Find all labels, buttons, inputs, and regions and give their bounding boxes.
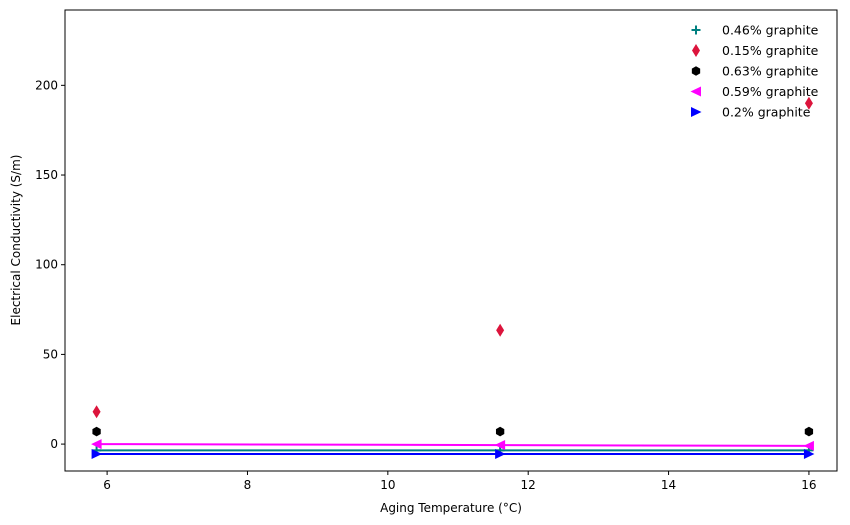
- x-tick-label-2: 10: [380, 478, 395, 492]
- plot-area: [64, 9, 838, 472]
- data-point-series-1-1: [496, 323, 505, 337]
- y-tick-label-2: 100: [35, 258, 58, 272]
- data-point-series-2-0: [92, 426, 101, 437]
- legend-marker-4: [691, 107, 702, 117]
- x-axis-label: Aging Temperature (°C): [380, 501, 522, 515]
- legend: 0.46% graphite 0.15% graphite 0.63% graphi…: [690, 23, 819, 120]
- data-point-series-3-2: [803, 440, 814, 451]
- data-point-series-1-0: [92, 405, 101, 419]
- legend-label-2: 0.63% graphite: [722, 64, 819, 79]
- x-tick-label-5: 16: [801, 478, 816, 492]
- x-tick-label-3: 12: [521, 478, 536, 492]
- legend-label-1: 0.15% graphite: [722, 43, 819, 58]
- fit-lines: [96, 443, 809, 455]
- y-tick-label-0: 0: [50, 437, 58, 451]
- data-point-series-2-2: [804, 426, 814, 437]
- y-axis-label: Electrical Conductivity (S/m): [9, 155, 23, 326]
- x-tick-label-4: 14: [661, 478, 676, 492]
- legend-marker-3: [690, 86, 701, 97]
- data-point-series-4-1: [495, 448, 506, 459]
- data-point-series-2-1: [495, 426, 505, 437]
- legend-marker-1: [692, 44, 700, 57]
- legend-label-0: 0.46% graphite: [722, 23, 819, 38]
- x-axis-ticks: 6 8 10 12 14 16: [103, 471, 817, 492]
- x-tick-label-0: 6: [103, 478, 111, 492]
- y-axis-ticks: 0 50 100 150 200: [35, 78, 65, 451]
- legend-label-4: 0.2% graphite: [722, 105, 811, 120]
- y-tick-label-1: 50: [43, 347, 58, 361]
- fit-line-series-3: [96, 443, 809, 447]
- data-point-series-3-0: [91, 439, 102, 450]
- y-tick-label-4: 200: [35, 78, 58, 92]
- data-point-series-4-2: [803, 448, 815, 459]
- data-point-series-1-2: [804, 96, 813, 110]
- x-tick-label-1: 8: [244, 478, 252, 492]
- data-point-series-4-0: [91, 448, 103, 459]
- data-point-series-3-1: [494, 439, 506, 450]
- data-points: [91, 96, 815, 459]
- legend-label-3: 0.59% graphite: [722, 84, 819, 99]
- legend-marker-0: [691, 25, 701, 35]
- legend-marker-2: [691, 66, 701, 76]
- y-tick-label-3: 150: [35, 168, 58, 182]
